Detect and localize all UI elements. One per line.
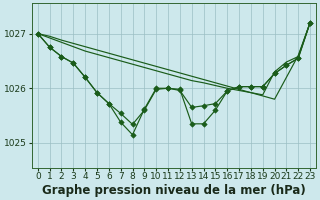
X-axis label: Graphe pression niveau de la mer (hPa): Graphe pression niveau de la mer (hPa) [42,184,306,197]
